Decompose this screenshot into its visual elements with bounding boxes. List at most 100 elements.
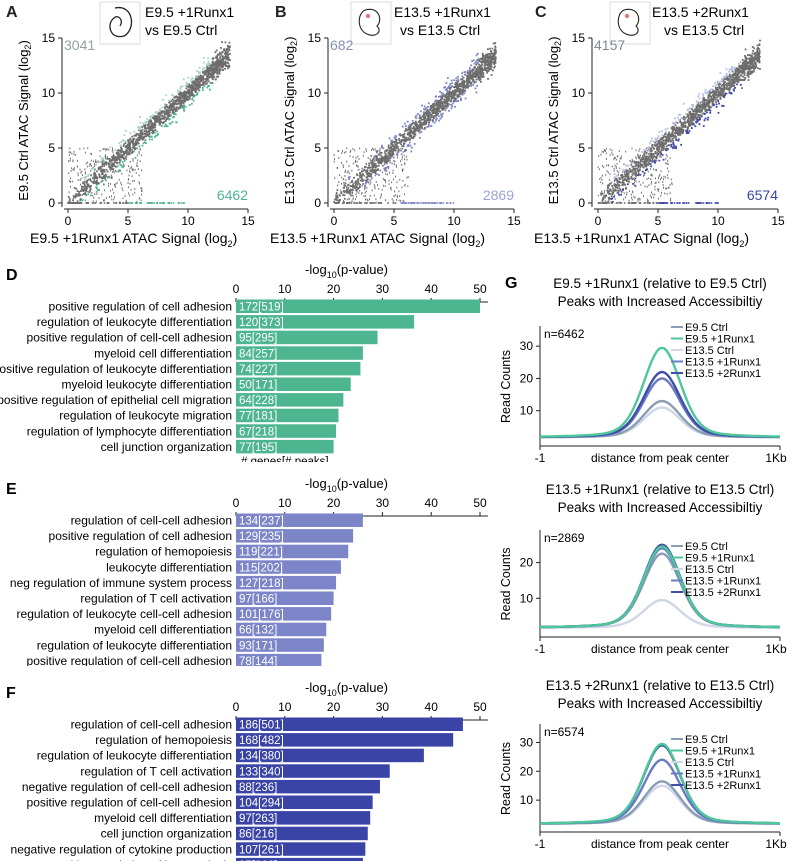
scatter-point [333,160,335,163]
scatter-point [675,120,677,123]
scatter-point [346,160,348,163]
scatter-point [72,168,74,171]
scatter-point [150,120,153,123]
scatter-point [364,191,366,194]
scatter-point [93,181,96,184]
scatter-point [362,172,364,175]
scatter-point [466,81,469,83]
scatter-point [382,171,384,174]
scatter-point [129,160,131,163]
scatter-point [488,67,490,70]
scatter-point [401,156,403,158]
scatter-point [731,75,733,78]
scatter-point [694,125,697,128]
scatter-point [120,149,123,151]
scatter-point [353,185,356,188]
scatter-point [165,103,168,106]
scatter-point [711,90,714,93]
scatter-point [140,199,142,202]
scatter-point [194,91,197,94]
scatter-point [664,147,667,150]
scatter-point [739,74,742,77]
scatter-point [482,75,485,78]
scatter-point [113,153,115,156]
scatter-point [392,147,395,150]
scatter-point [346,198,348,201]
x-tick-label: 15 [241,214,255,228]
scatter-point [432,110,435,113]
scatter-point [339,199,341,201]
scatter-point [392,141,395,144]
scatter-point [121,183,123,186]
scatter-point [436,202,439,204]
scatter-point [438,102,441,105]
scatter-point [391,141,394,144]
scatter-point [704,117,707,120]
scatter-point [690,120,693,122]
scatter-point [709,111,712,114]
scatter-point [152,132,154,135]
scatter-point [704,91,706,94]
scatter-point [749,54,752,57]
scatter-point [222,61,225,63]
scatter-point [443,86,446,89]
scatter-plot-b: E13.5 +1Runx1 vs E13.5 Ctrl 005510101515… [270,1,521,249]
scatter-point [345,169,347,172]
scatter-point [677,128,680,131]
scatter-point [481,61,484,64]
scatter-point [352,197,354,200]
scatter-point [481,69,484,71]
scatter-point [95,163,98,166]
scatter-point [371,164,374,167]
scatter-point [685,116,687,119]
scatter-point [444,105,447,108]
scatter-point [410,134,413,137]
scatter-point [392,156,395,159]
scatter-point [644,158,647,161]
scatter-point [474,60,477,63]
scatter-point [392,200,394,202]
scatter-point [600,193,603,196]
scatter-point [388,179,390,182]
scatter-point [121,172,123,175]
scatter-point [418,127,421,130]
scatter-point [174,113,177,116]
scatter-point [358,192,360,194]
scatter-point [104,162,107,165]
scatter-point [132,139,134,142]
scatter-point [113,171,115,174]
scatter-point [385,161,387,164]
scatter-point [429,107,432,110]
scatter-point [621,181,624,184]
scatter-point [728,84,731,87]
scatter-point [377,161,380,164]
scatter-point [161,117,164,120]
scatter-point [679,128,682,131]
scatter-point [355,156,357,159]
scatter-point [85,181,87,183]
scatter-point [350,194,352,197]
scatter-point [72,194,74,197]
scatter-point [215,68,218,70]
scatter-point [364,184,366,187]
scatter-point [405,136,408,139]
scatter-point [351,200,353,203]
scatter-point [103,168,106,171]
scatter-point [731,83,734,86]
scatter-point [123,157,125,160]
scatter-point [119,159,122,162]
scatter-point [758,49,761,52]
scatter-point [77,179,79,181]
scatter-point [440,98,442,101]
scatter-point [392,148,395,151]
scatter-point [210,75,213,78]
scatter-point [729,92,732,94]
scatter-point [116,181,118,184]
scatter-point [337,184,339,187]
scatter-point [624,183,627,186]
scatter-point [384,156,387,159]
scatter-point [746,67,749,70]
scatter-point [86,202,89,204]
scatter-point [101,193,103,196]
scatter-point [75,202,77,204]
